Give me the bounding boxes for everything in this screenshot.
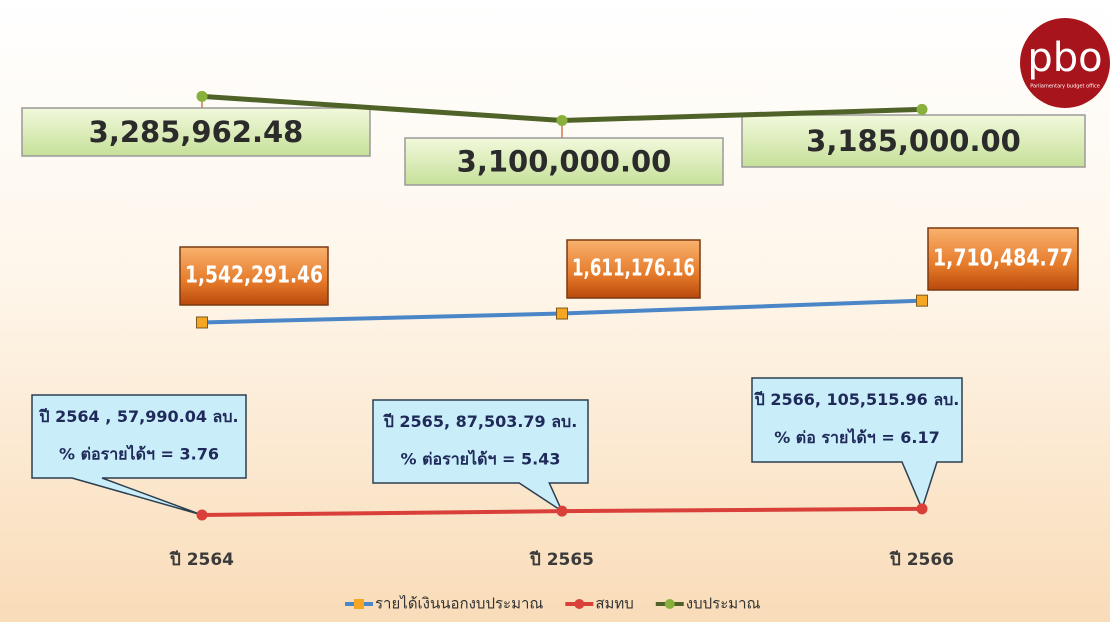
logo-text: pbo	[1027, 35, 1102, 81]
callout	[31, 394, 247, 516]
value-label: 1,611,176.16	[572, 256, 695, 282]
value-label: 1,710,484.77	[933, 246, 1073, 272]
legend-marker	[354, 599, 364, 609]
value-box	[404, 137, 724, 186]
value-label: 1,542,291.46	[185, 263, 323, 289]
ratio-label: % ต่อรายได้ฯ = 3.76	[59, 444, 219, 463]
value-box	[21, 107, 371, 157]
value-label: 3,285,962.48	[89, 115, 304, 149]
value-label: 3,185,000.00	[806, 124, 1021, 158]
marker	[196, 90, 208, 102]
value-label: ปี 2565, 87,503.79 ลบ.	[382, 412, 577, 431]
marker	[916, 294, 928, 307]
value-box	[741, 114, 1086, 168]
legend-item: รายได้เงินนอกงบประมาณ	[345, 595, 543, 613]
ratio-label: % ต่อ รายได้ฯ = 6.17	[774, 428, 940, 447]
legend-label: รายได้เงินนอกงบประมาณ	[375, 595, 543, 613]
marker	[556, 307, 568, 320]
x-tick-label: ปี 2564	[169, 549, 234, 570]
marker	[196, 509, 208, 521]
logo-circle	[1020, 18, 1110, 108]
value-label: ปี 2564 , 57,990.04 ลบ.	[38, 407, 239, 426]
value-label: 3,100,000.00	[457, 145, 672, 179]
logo-subtitle: Parliamentary budget office	[1030, 84, 1100, 90]
value-box	[927, 227, 1079, 291]
marker	[916, 103, 928, 115]
x-tick-label: ปี 2565	[529, 549, 594, 570]
marker	[556, 505, 568, 517]
callout	[372, 399, 589, 514]
marker	[556, 114, 568, 126]
legend-marker	[574, 599, 585, 609]
legend-label: สมทบ	[595, 595, 633, 613]
callout	[751, 377, 963, 511]
ratio-label: % ต่อรายได้ฯ = 5.43	[401, 449, 561, 468]
value-box	[179, 246, 329, 306]
legend-label: งบประมาณ	[686, 595, 761, 613]
marker	[196, 316, 208, 329]
legend-item: งบประมาณ	[655, 595, 761, 613]
logo: pbo Parliamentary budget office	[1020, 18, 1110, 108]
value-label: ปี 2566, 105,515.96 ลบ.	[753, 390, 959, 409]
marker	[916, 503, 928, 515]
value-box	[566, 239, 701, 299]
legend-marker	[664, 599, 675, 609]
legend-item: สมทบ	[565, 595, 634, 613]
x-tick-label: ปี 2566	[889, 549, 954, 570]
